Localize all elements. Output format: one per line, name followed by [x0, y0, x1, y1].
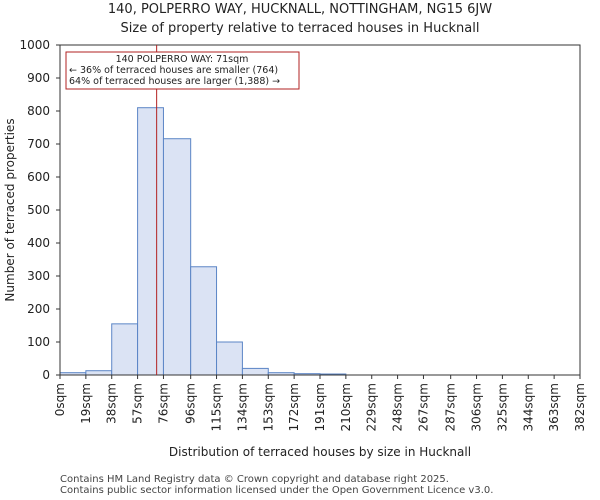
y-tick-label: 600 [27, 170, 50, 184]
x-tick-label: 153sqm [261, 383, 275, 431]
footer-copyright: Contains HM Land Registry data © Crown c… [60, 474, 449, 485]
y-tick-label: 500 [27, 203, 50, 217]
x-tick-label: 344sqm [521, 383, 535, 431]
x-tick-label: 287sqm [444, 383, 458, 431]
y-tick-label: 0 [42, 368, 50, 382]
y-tick-label: 100 [27, 335, 50, 349]
histogram-bar [111, 323, 139, 376]
x-tick-label: 134sqm [235, 383, 249, 431]
chart-title: 140, POLPERRO WAY, HUCKNALL, NOTTINGHAM,… [107, 2, 493, 17]
x-tick-label: 229sqm [365, 383, 379, 431]
histogram-bar [137, 107, 164, 376]
y-axis-label: Number of terraced properties [3, 118, 17, 301]
x-tick-label: 172sqm [287, 383, 301, 431]
x-tick-label: 38sqm [105, 383, 119, 424]
y-tick-label: 300 [27, 269, 50, 283]
histogram-bar [216, 341, 243, 376]
x-tick-label: 363sqm [547, 383, 561, 431]
x-tick-label: 96sqm [184, 383, 198, 424]
histogram-chart: 0 100 200 300 400 500 600 700 800 900 1000 0sqm 19sq… [3, 38, 587, 459]
y-tick-label: 800 [27, 104, 50, 118]
x-tick-label: 382sqm [573, 383, 587, 431]
y-tick-label: 700 [27, 137, 50, 151]
x-tick-label: 210sqm [339, 383, 353, 431]
histogram-bar [85, 370, 113, 376]
histogram-bar [162, 138, 192, 376]
x-tick-label: 115sqm [210, 383, 224, 431]
y-tick-label: 1000 [19, 38, 50, 52]
histogram-bar [190, 266, 218, 376]
x-tick-label: 76sqm [156, 383, 170, 424]
x-tick-label: 325sqm [495, 383, 509, 431]
histogram-bar [241, 367, 269, 376]
footer-licence: Contains public sector information licen… [60, 485, 494, 496]
x-axis-label: Distribution of terraced houses by size … [169, 445, 471, 459]
annotation-larger: 64% of terraced houses are larger (1,388… [69, 76, 280, 87]
chart-subtitle: Size of property relative to terraced ho… [120, 21, 480, 36]
y-tick-label: 200 [27, 302, 50, 316]
annotation-smaller: ← 36% of terraced houses are smaller (76… [69, 65, 278, 76]
annotation-title: 140 POLPERRO WAY: 71sqm [116, 54, 249, 65]
x-tick-label: 191sqm [313, 383, 327, 431]
y-tick-label: 900 [27, 71, 50, 85]
y-tick-label: 400 [27, 236, 50, 250]
x-tick-label: 306sqm [470, 383, 484, 431]
x-tick-label: 248sqm [391, 383, 405, 431]
x-tick-label: 0sqm [53, 383, 67, 416]
annotation-box [65, 51, 300, 90]
x-tick-label: 19sqm [79, 383, 93, 424]
x-tick-label: 267sqm [416, 383, 430, 431]
x-tick-label: 57sqm [131, 383, 145, 424]
